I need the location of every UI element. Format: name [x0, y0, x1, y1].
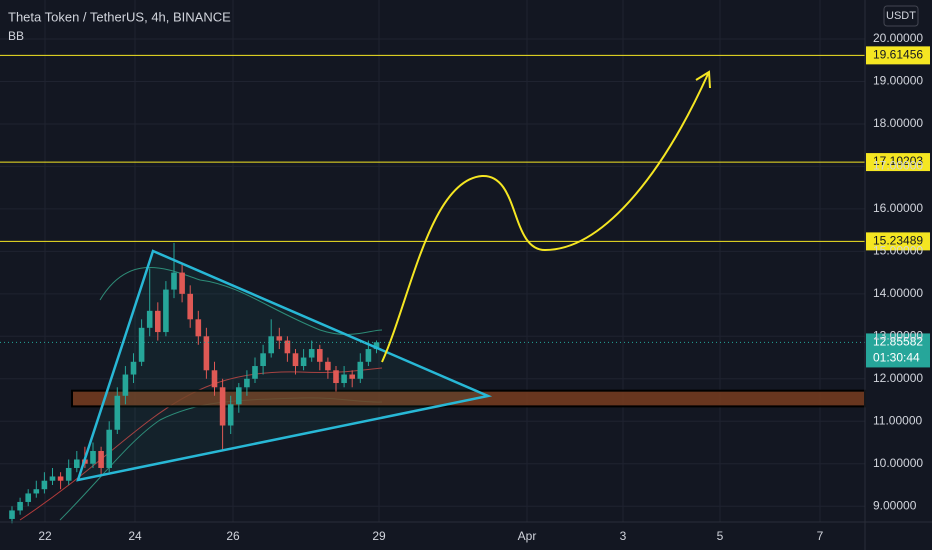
candle-body	[365, 349, 372, 362]
candle-body	[171, 272, 177, 290]
x-tick-label: 7	[817, 529, 824, 543]
candle-body	[9, 510, 15, 519]
indicator-label: BB	[8, 29, 24, 43]
candle-body	[25, 493, 31, 502]
bb-upper	[99, 267, 383, 335]
candle-body	[268, 336, 274, 354]
candle-body	[163, 289, 169, 333]
candle-body	[33, 489, 40, 494]
candle-body	[122, 374, 129, 396]
candle-body	[333, 370, 339, 384]
candle-body	[155, 310, 161, 333]
candle-body	[276, 336, 283, 341]
x-tick-label: Apr	[518, 529, 537, 543]
candle-body	[317, 349, 323, 362]
candle-body	[308, 349, 315, 358]
y-tick-label: 18.00000	[873, 116, 923, 130]
candle-body	[65, 467, 72, 481]
y-tick-label: 10.00000	[873, 456, 923, 470]
currency-box[interactable]	[883, 5, 919, 27]
candle-body	[236, 387, 242, 405]
y-tick-label: 20.00000	[873, 31, 923, 45]
triangle-pattern	[76, 249, 493, 482]
axis: 20.00000 19.00000 18.00000 17.00000 16.00000…	[38, 31, 923, 543]
y-tick-label: 13.00000	[873, 328, 923, 342]
y-tick-label: 19.00000	[873, 74, 923, 88]
x-tick-label: 29	[372, 529, 386, 543]
candle-body	[349, 374, 355, 379]
levels: 19.61456 17.10203 15.23489 12.85582 01:30:44	[0, 46, 930, 368]
candle-body	[17, 501, 23, 511]
arrow-head	[695, 70, 711, 89]
candle-body	[284, 340, 291, 354]
candle-body	[260, 353, 266, 367]
candle-body	[41, 480, 48, 490]
candle-body	[114, 395, 121, 430]
symbol-title: Theta Token / TetherUS, 4h, BINANCE	[8, 9, 231, 24]
y-tick-label: 17.00000	[873, 159, 923, 173]
projection-arrow	[381, 73, 709, 363]
last-price-label: 12.85582	[873, 335, 923, 349]
candle-body	[252, 366, 258, 379]
y-tick-label: 9.00000	[873, 498, 917, 512]
candle-body	[211, 370, 218, 388]
level-label-box	[866, 153, 930, 172]
candle-body	[187, 293, 193, 320]
level-label: 17.10203	[873, 154, 923, 168]
candle-body	[357, 361, 364, 379]
candle-body	[90, 450, 96, 464]
candle-body	[244, 378, 250, 388]
candle-body	[130, 361, 137, 375]
last-price-box	[866, 333, 930, 368]
y-tick-label: 11.00000	[873, 413, 922, 427]
level-label: 15.23489	[873, 234, 923, 248]
y-tick-label: 15.00000	[873, 244, 923, 258]
candle-body	[292, 353, 299, 367]
candle-body	[138, 327, 145, 362]
candle-body	[74, 459, 80, 468]
candle-body	[227, 404, 234, 426]
candle-body	[106, 429, 112, 468]
level-label-box	[866, 46, 930, 65]
x-tick-label: 24	[128, 529, 142, 543]
x-tick-label: 26	[226, 529, 240, 543]
candle-body	[203, 336, 210, 371]
x-tick-label: 3	[620, 529, 627, 543]
candle-body	[49, 476, 56, 481]
countdown-label: 01:30:44	[873, 351, 920, 365]
candle-body	[300, 357, 307, 367]
level-label: 19.61456	[873, 48, 923, 62]
currency-label: USDT	[886, 10, 916, 22]
level-label-box	[866, 232, 930, 251]
y-tick-label: 14.00000	[873, 286, 923, 300]
y-tick-label: 12.00000	[873, 371, 923, 385]
candle-body	[146, 310, 153, 328]
candle-body	[373, 342, 380, 350]
candle-body	[341, 374, 347, 384]
x-tick-label: 22	[38, 529, 52, 543]
candle-body	[98, 450, 104, 468]
candle-body	[219, 387, 226, 426]
x-tick-label: 5	[717, 529, 724, 543]
candle-body	[195, 319, 202, 337]
candle-body	[179, 272, 185, 294]
candle-body	[57, 476, 64, 481]
y-tick-label: 16.00000	[873, 201, 923, 215]
candles	[9, 242, 380, 524]
candle-body	[325, 361, 331, 371]
